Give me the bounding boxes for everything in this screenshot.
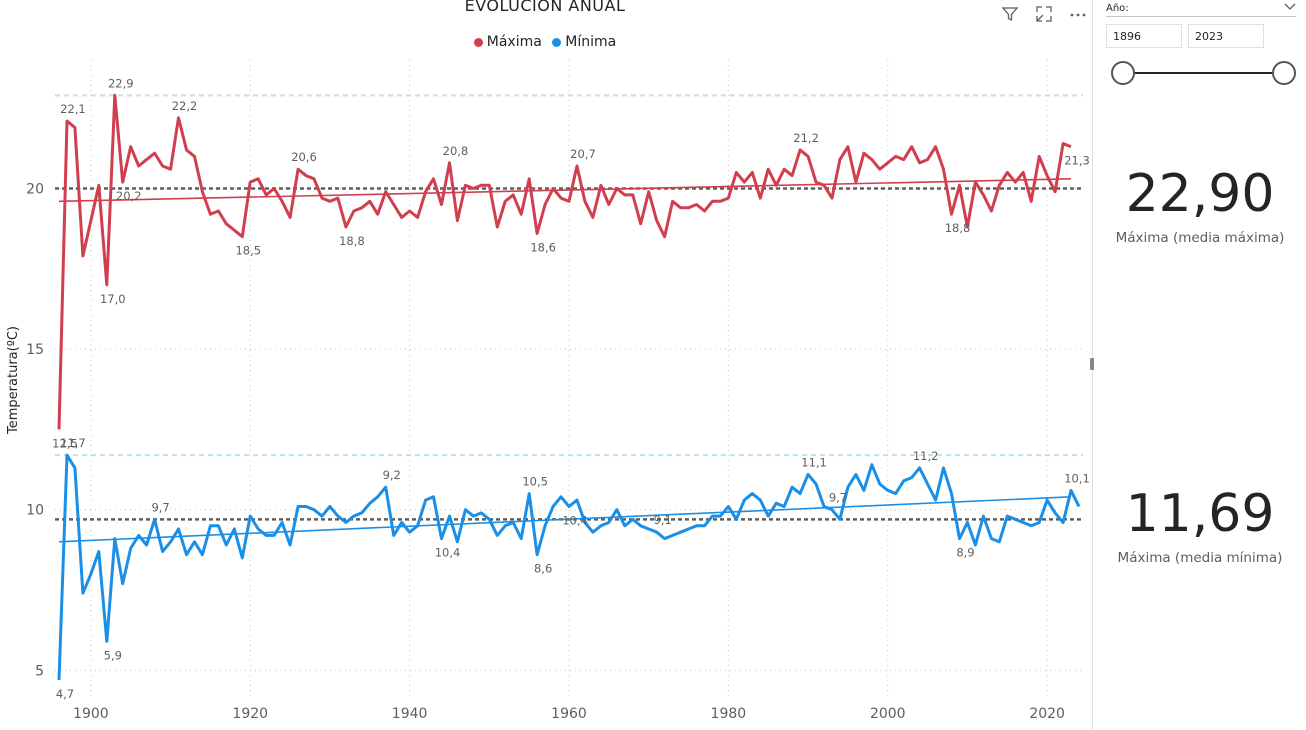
data-label: 10,4 (435, 546, 461, 560)
slicer-label: Año: (1106, 2, 1129, 14)
data-label: 22,1 (60, 102, 86, 116)
series-line-maxima (57, 93, 1072, 430)
resize-handle[interactable] (1090, 358, 1094, 370)
data-label: 21,2 (793, 131, 819, 145)
legend-dot-icon (552, 37, 562, 47)
visual-header-icons (1000, 4, 1088, 24)
data-label: 21,3 (1064, 154, 1090, 168)
data-label: 22,9 (108, 76, 134, 90)
more-options-icon[interactable] (1068, 4, 1088, 24)
data-label: 9,7 (151, 500, 169, 514)
y-axis-label: Temperatura(ºC) (6, 326, 21, 435)
data-label: 5,9 (104, 648, 122, 662)
data-label: 20,8 (443, 144, 469, 158)
card-label: Máxima (media máxima) (1115, 230, 1285, 246)
data-label: 18,6 (530, 240, 556, 254)
data-label: 18,8 (339, 234, 365, 248)
x-tick-label: 1900 (73, 706, 109, 722)
card-value: 11,69 (1125, 484, 1275, 544)
legend-item-minima[interactable]: Mínima (552, 34, 616, 50)
data-label: 20,6 (291, 150, 317, 164)
card-label: Máxima (media mínima) (1117, 550, 1283, 566)
card-maxima-media-maxima: 22,90 Máxima (media máxima) (1100, 166, 1300, 246)
data-label: 11,1 (801, 455, 827, 469)
year-range-slider[interactable] (1106, 58, 1296, 88)
series-line-minima (57, 453, 1081, 680)
slicer-to-input[interactable] (1188, 24, 1264, 48)
data-label: 9,2 (383, 468, 401, 482)
trend-line (58, 178, 1072, 203)
year-slicer: Año: (1106, 0, 1296, 88)
data-label: 11,7 (60, 436, 86, 450)
x-tick-label: 2000 (870, 706, 906, 722)
x-tick-label: 1960 (551, 706, 587, 722)
data-label: 4,7 (56, 687, 74, 701)
data-label: 20,2 (116, 189, 142, 203)
chevron-down-icon[interactable] (1284, 3, 1296, 14)
slicer-from-input[interactable] (1106, 24, 1182, 48)
x-tick-label: 1940 (392, 706, 428, 722)
data-label: 10,5 (522, 475, 548, 489)
data-label: 18,8 (945, 221, 971, 235)
legend-label-maxima: Máxima (486, 34, 542, 50)
data-label: 17,0 (100, 292, 126, 306)
legend-label-minima: Mínima (565, 34, 617, 50)
data-label: 10,1 (1064, 471, 1090, 485)
data-label: 9,1 (654, 513, 672, 527)
data-label: 9,7 (829, 491, 847, 505)
focus-mode-icon[interactable] (1034, 4, 1054, 24)
slider-handle-start[interactable] (1111, 61, 1135, 85)
card-value: 22,90 (1125, 164, 1275, 224)
x-tick-label: 2020 (1029, 706, 1065, 722)
data-label: 10,4 (562, 513, 588, 527)
x-tick-label: 1920 (232, 706, 268, 722)
data-label: 8,6 (534, 562, 552, 576)
filter-icon[interactable] (1000, 4, 1020, 24)
slider-handle-end[interactable] (1272, 61, 1296, 85)
x-tick-label: 1980 (711, 706, 747, 722)
line-chart-visual: EVOLUCIÓN ANUAL Máxima Mínima 12,5 22,1 17… (0, 0, 1090, 722)
slider-track[interactable] (1118, 72, 1284, 74)
data-label: 18,5 (235, 244, 261, 258)
chart-title: EVOLUCIÓN ANUAL (464, 0, 626, 15)
data-label: 20,7 (570, 147, 596, 161)
legend-dot-icon (473, 37, 483, 47)
data-label: 12,5 (52, 436, 78, 450)
y-tick-label: 15 (26, 342, 44, 358)
legend-item-maxima[interactable]: Máxima (473, 34, 542, 50)
card-maxima-media-minima: 11,69 Máxima (media mínima) (1100, 486, 1300, 566)
y-tick-label: 10 (26, 503, 44, 519)
chart-plot-area: 12,5 22,1 17,0 22,9 20,2 22,2 18,5 20,6 18,8 20,8… (6, 60, 1090, 722)
y-tick-label: 20 (26, 181, 44, 197)
data-label: 22,2 (172, 99, 198, 113)
trend-line (58, 496, 1072, 543)
y-tick-label: 5 (35, 663, 44, 679)
data-label: 11,2 (913, 449, 939, 463)
chart-legend: Máxima Mínima (0, 34, 1090, 51)
data-label: 8,9 (956, 546, 974, 560)
slicer-dropdown[interactable]: Año: (1106, 0, 1296, 17)
